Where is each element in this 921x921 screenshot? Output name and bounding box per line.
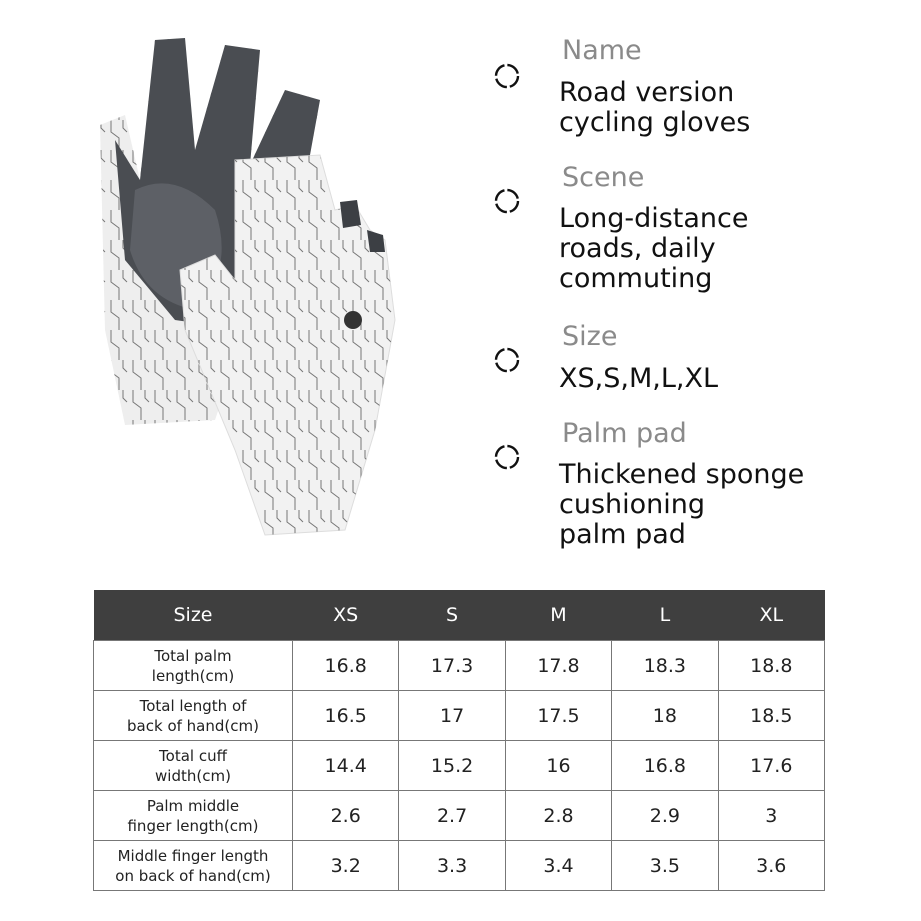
- table-cell: 18: [611, 690, 719, 741]
- column-header: XS: [292, 590, 399, 641]
- table-cell: 3.2: [291, 840, 400, 891]
- feature-value: Thickened sponge cushioning palm pad: [559, 459, 805, 550]
- feature-label: Name: [562, 35, 642, 66]
- table-cell: 17.5: [504, 690, 613, 741]
- table-cell: 18.8: [717, 640, 826, 691]
- row-label: Total length of back of hand(cm): [93, 690, 293, 741]
- table-cell: 3.4: [504, 840, 613, 891]
- row-label: Middle finger length on back of hand(cm): [93, 840, 293, 891]
- table-cell: 3.5: [611, 840, 719, 891]
- column-header: Size: [93, 590, 293, 641]
- feature-value: Road version cycling gloves: [559, 77, 751, 138]
- feature-label: Size: [562, 321, 618, 352]
- table-header-row: Size XS S M L XL: [93, 590, 825, 641]
- logo-badge: [344, 311, 362, 329]
- table-cell: 3: [717, 790, 826, 841]
- table-cell: 15.2: [398, 740, 506, 791]
- table-cell: 2.7: [398, 790, 506, 841]
- feature-value: Long-distance roads, daily commuting: [559, 203, 749, 294]
- table-row: Total palm length(cm) 16.8 17.3 17.8 18.3 18.…: [93, 640, 826, 691]
- table-cell: 17.8: [504, 640, 613, 691]
- table-cell: 16: [504, 740, 613, 791]
- size-chart-table: Size XS S M L XL Total palm length(cm) 16…: [93, 590, 826, 891]
- cycling-gloves-image: [100, 38, 396, 536]
- column-header: M: [505, 590, 612, 641]
- table-row: Middle finger length on back of hand(cm)…: [93, 840, 826, 891]
- column-header: S: [398, 590, 506, 641]
- table-cell: 2.8: [504, 790, 613, 841]
- dashed-circle-icon: [494, 63, 520, 89]
- row-label: Total palm length(cm): [93, 640, 293, 691]
- feature-label: Scene: [562, 162, 645, 193]
- table-row: Total length of back of hand(cm) 16.5 17 17…: [93, 690, 826, 741]
- table-cell: 16.5: [291, 690, 400, 741]
- dashed-circle-icon: [494, 347, 520, 373]
- dashed-circle-icon: [494, 188, 520, 214]
- table-row: Palm middle finger length(cm) 2.6 2.7 2.8 2.…: [93, 790, 826, 841]
- table-cell: 14.4: [291, 740, 400, 791]
- row-label: Total cuff width(cm): [93, 740, 293, 791]
- feature-label: Palm pad: [562, 418, 687, 449]
- table-cell: 18.5: [717, 690, 826, 741]
- table-cell: 17.3: [398, 640, 506, 691]
- dashed-circle-icon: [494, 444, 520, 470]
- table-cell: 17.6: [717, 740, 826, 791]
- row-label: Palm middle finger length(cm): [93, 790, 293, 841]
- table-cell: 3.6: [717, 840, 826, 891]
- table-cell: 2.6: [291, 790, 400, 841]
- feature-value: XS,S,M,L,XL: [559, 363, 718, 394]
- table-cell: 16.8: [611, 740, 719, 791]
- table-cell: 16.8: [291, 640, 400, 691]
- table-cell: 17: [398, 690, 506, 741]
- table-cell: 2.9: [611, 790, 719, 841]
- table-row: Total cuff width(cm) 14.4 15.2 16 16.8 17.6: [93, 740, 826, 791]
- table-cell: 3.3: [398, 840, 506, 891]
- column-header: L: [611, 590, 719, 641]
- column-header: XL: [718, 590, 825, 641]
- table-cell: 18.3: [611, 640, 719, 691]
- front-glove: [179, 154, 396, 536]
